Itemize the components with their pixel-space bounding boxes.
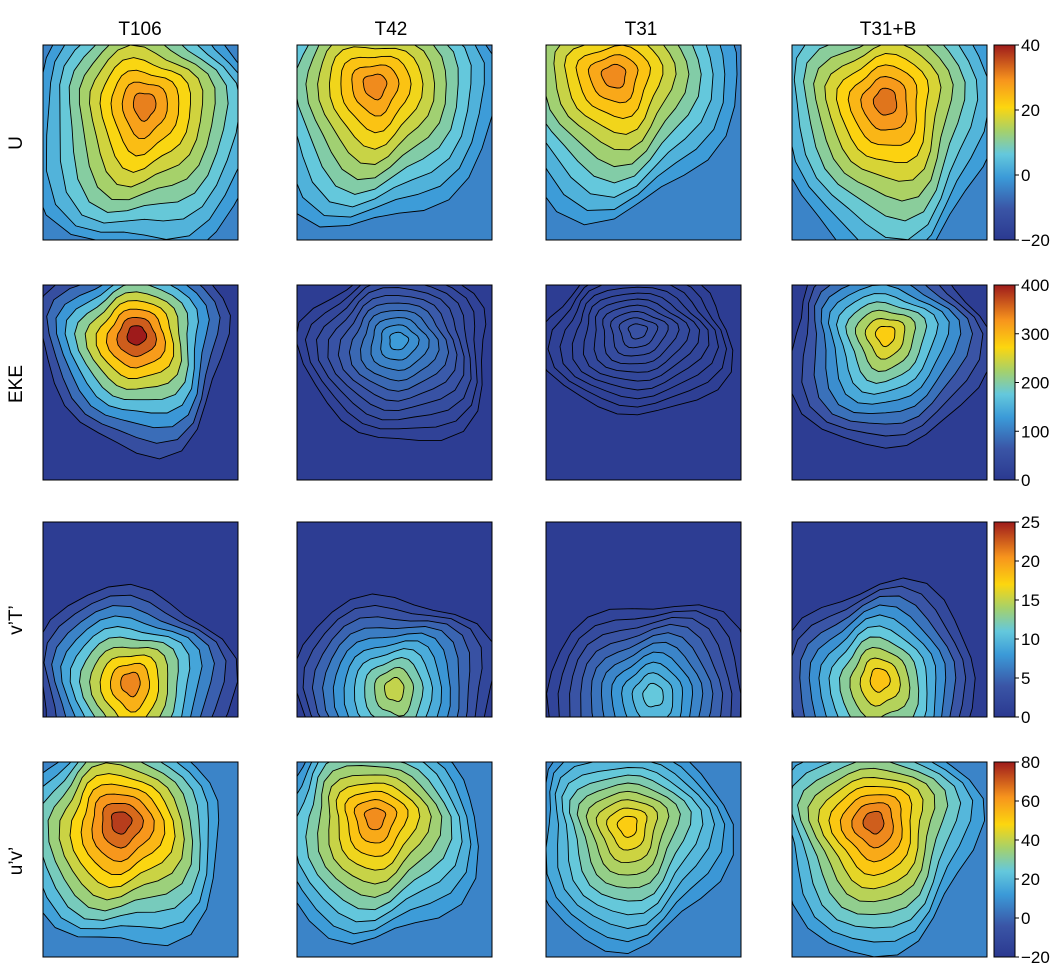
column-title-2: T42 xyxy=(375,19,408,40)
colorbar-tick-label: 80 xyxy=(1021,753,1040,772)
contour-panel xyxy=(296,44,493,241)
colorbar-tick-label: 20 xyxy=(1021,101,1040,120)
colorbar-tick-label: 60 xyxy=(1021,792,1040,811)
contour-panel xyxy=(42,284,239,481)
contour-panel xyxy=(545,284,742,481)
contour-panel xyxy=(42,761,239,958)
panel-frame xyxy=(296,761,493,958)
contour-level xyxy=(126,325,148,346)
contour-level xyxy=(389,331,410,351)
panel-frame xyxy=(791,44,988,241)
colorbar xyxy=(993,284,1016,481)
panel-frame xyxy=(296,284,493,481)
contour-level xyxy=(862,810,885,835)
row-label-4: u’v’ xyxy=(6,847,27,876)
contour-panel xyxy=(296,284,493,481)
colorbar-tick-label: 0 xyxy=(1021,471,1030,490)
contour-panel xyxy=(42,44,239,241)
panel-frame xyxy=(791,284,988,481)
colorbar-tick-label: 20 xyxy=(1021,552,1040,571)
contour-level xyxy=(120,671,141,698)
panel-frame xyxy=(545,284,742,481)
colorbar-tick-label: 40 xyxy=(1021,831,1040,850)
contour-level xyxy=(132,92,157,122)
contour-level xyxy=(872,87,898,116)
colorbar-tick-label: −20 xyxy=(1021,948,1050,967)
contour-level xyxy=(362,73,388,101)
column-title-4: T31+B xyxy=(860,19,917,40)
contour-panel xyxy=(791,521,988,718)
row-label-2: EKE xyxy=(6,365,27,403)
contour-level xyxy=(874,325,896,348)
contour-panel xyxy=(42,521,239,718)
colorbar-tick-label: 20 xyxy=(1021,870,1040,889)
contour-panel xyxy=(296,521,493,718)
colorbar-tick-label: 10 xyxy=(1021,630,1040,649)
colorbar-tick-label: 400 xyxy=(1021,276,1049,295)
row-label-1: U xyxy=(6,136,27,150)
contour-level xyxy=(110,811,133,835)
panel-frame xyxy=(545,521,742,718)
contour-level xyxy=(869,667,891,693)
contour-panel xyxy=(791,761,988,958)
panels-layer xyxy=(42,44,988,958)
panel-frame xyxy=(42,284,239,481)
column-title-3: T31 xyxy=(625,19,658,40)
colorbar-tick-label: 100 xyxy=(1021,422,1049,441)
colorbar-tick-label: −20 xyxy=(1021,231,1050,250)
colorbar-tick-label: 0 xyxy=(1021,166,1030,185)
panel-frame xyxy=(545,44,742,241)
contour-panel xyxy=(791,44,988,241)
contour-level xyxy=(600,63,627,89)
contour-level xyxy=(363,807,387,831)
colorbar xyxy=(993,44,1016,241)
contour-panel xyxy=(545,521,742,718)
panel-frame xyxy=(791,761,988,958)
row-label-3: v’T’ xyxy=(6,605,27,635)
panel-frame xyxy=(42,761,239,958)
contour-level xyxy=(627,323,649,340)
colorbar-tick-label: 0 xyxy=(1021,909,1030,928)
panel-frame xyxy=(791,521,988,718)
contour-level xyxy=(616,815,638,838)
colorbar-tick-label: 200 xyxy=(1021,374,1049,393)
panel-frame xyxy=(296,521,493,718)
contour-panel xyxy=(545,44,742,241)
colorbar-tick-label: 300 xyxy=(1021,325,1049,344)
colorbar-tick-label: 0 xyxy=(1021,708,1030,727)
panel-frame xyxy=(42,44,239,241)
colorbar-tick-label: 25 xyxy=(1021,513,1040,532)
contour-level xyxy=(642,682,664,708)
contour-level xyxy=(384,677,405,702)
contour-panel xyxy=(791,284,988,481)
contour-panel xyxy=(296,761,493,958)
panel-frame xyxy=(42,521,239,718)
colorbar xyxy=(993,521,1016,718)
panel-frame xyxy=(545,761,742,958)
colorbar-tick-label: 5 xyxy=(1021,669,1030,688)
colorbars-layer: 40200−2040030020010002520151050806040200… xyxy=(993,36,1050,967)
column-title-1: T106 xyxy=(118,19,161,40)
colorbar-tick-label: 40 xyxy=(1021,36,1040,55)
colorbar-tick-label: 15 xyxy=(1021,591,1040,610)
contour-panel xyxy=(545,761,742,958)
panel-frame xyxy=(296,44,493,241)
colorbar xyxy=(993,761,1016,958)
